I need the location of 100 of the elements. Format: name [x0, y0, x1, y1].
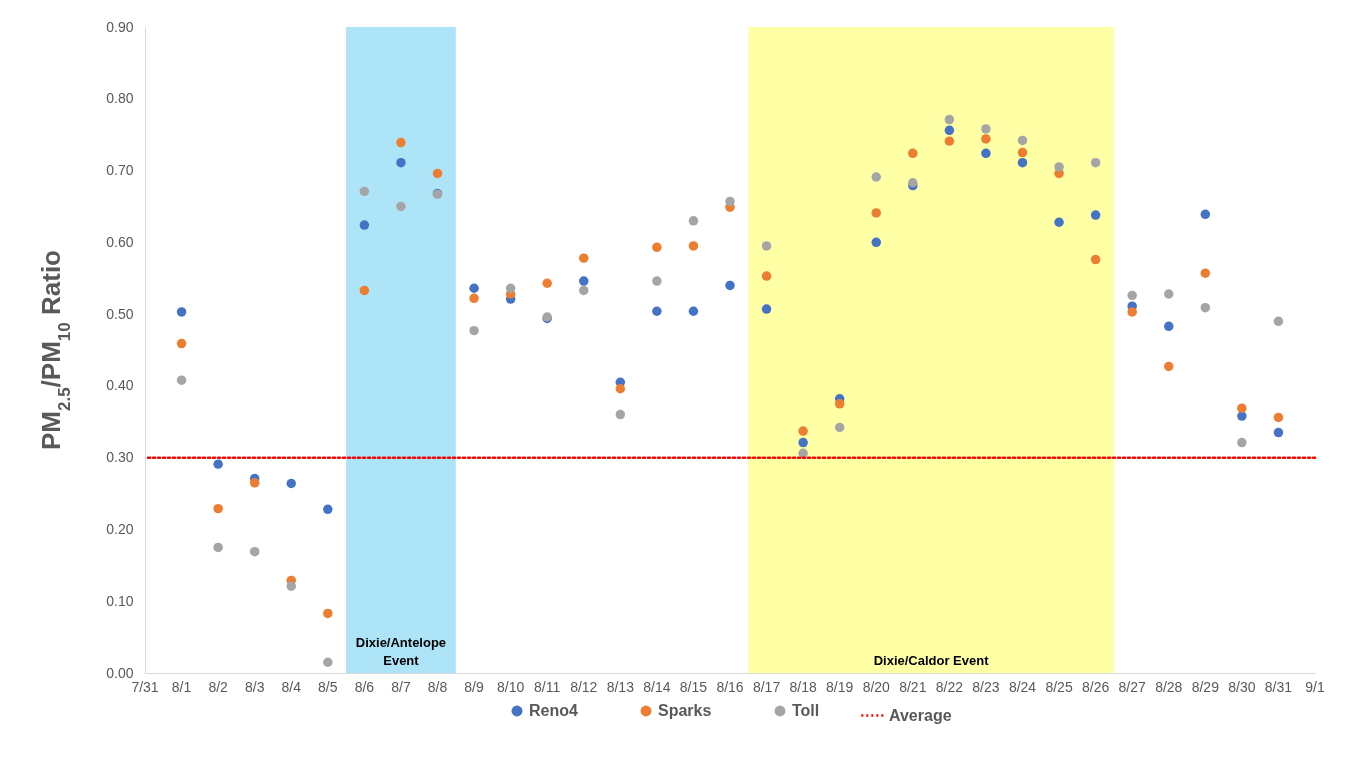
point — [725, 196, 735, 207]
x-tick-label: 8/28 — [1155, 679, 1183, 695]
point — [359, 186, 370, 197]
point — [1090, 157, 1101, 168]
x-tick-label: 8/5 — [318, 679, 338, 695]
point — [871, 172, 881, 182]
point — [396, 137, 406, 148]
point — [1164, 289, 1174, 299]
point — [1237, 437, 1247, 448]
x-tick-label: 8/6 — [354, 679, 375, 695]
x-tick-label: 8/4 — [281, 679, 302, 695]
y-tick-label: 0.10 — [106, 592, 134, 609]
x-tick-label: 8/2 — [208, 679, 229, 695]
point — [871, 237, 881, 248]
point — [176, 338, 187, 349]
x-tick-label: 8/12 — [570, 679, 598, 695]
legend-label: Average — [889, 706, 952, 724]
band-label: Dixie/Antelope Event — [355, 635, 447, 668]
point — [1164, 321, 1174, 332]
point — [798, 448, 808, 459]
x-tick-label: 9/1 — [1305, 679, 1325, 695]
legend-label: Reno4 — [529, 702, 578, 719]
point — [1090, 210, 1101, 220]
point — [1273, 316, 1284, 327]
point — [469, 293, 479, 304]
band-label: Dixie/Caldor Event — [873, 653, 990, 668]
point — [579, 253, 589, 263]
x-tick-label: 8/27 — [1118, 679, 1147, 695]
x-tick-label: 7/31 — [131, 679, 159, 695]
y-tick-label: 0.60 — [106, 233, 134, 250]
point — [908, 148, 918, 159]
point — [432, 168, 443, 179]
point — [688, 306, 699, 316]
x-tick-label: 8/23 — [972, 679, 1000, 695]
point — [286, 581, 296, 591]
point — [725, 280, 735, 291]
point — [1127, 290, 1137, 301]
point — [871, 208, 881, 218]
point — [213, 459, 223, 469]
point — [1017, 157, 1028, 168]
point — [469, 283, 479, 293]
point — [323, 657, 333, 667]
point — [176, 375, 187, 385]
point — [761, 271, 772, 281]
x-tick-label: 8/11 — [534, 679, 561, 695]
point — [1017, 135, 1028, 146]
point — [213, 503, 223, 514]
x-tick-label: 8/17 — [752, 679, 781, 695]
point — [1127, 307, 1137, 317]
point — [1164, 361, 1174, 372]
legend-label: Toll — [792, 702, 820, 719]
point — [1200, 302, 1211, 313]
x-tick-label: 8/22 — [935, 679, 964, 695]
point — [1200, 209, 1211, 220]
y-tick-label: 0.00 — [106, 664, 134, 681]
point — [249, 546, 260, 557]
point — [761, 241, 772, 251]
y-tick-label: 0.40 — [106, 377, 134, 394]
x-tick-label: 8/16 — [716, 679, 744, 695]
point — [176, 307, 187, 317]
point — [944, 125, 955, 136]
point — [981, 134, 991, 144]
y-tick-label: 0.90 — [106, 18, 134, 35]
point — [652, 276, 662, 286]
x-tick-label: 8/3 — [244, 679, 265, 695]
point — [1017, 147, 1028, 158]
point — [798, 426, 808, 436]
x-tick-label: 8/29 — [1191, 679, 1220, 695]
point — [359, 220, 370, 230]
y-tick-label: 0.50 — [106, 305, 134, 322]
y-tick-label: 0.70 — [106, 162, 134, 179]
point — [615, 384, 626, 394]
x-tick-label: 8/26 — [1082, 679, 1110, 695]
point — [798, 437, 808, 448]
x-tick-label: 8/1 — [171, 679, 192, 695]
x-tick-label: 8/9 — [464, 679, 484, 695]
point — [944, 114, 955, 125]
point — [469, 325, 479, 336]
x-tick-label: 8/24 — [1008, 679, 1037, 695]
point — [1237, 403, 1247, 413]
x-tick-label: 8/13 — [606, 679, 635, 695]
point — [834, 422, 845, 433]
point — [1273, 412, 1284, 423]
point — [579, 276, 589, 286]
point — [396, 201, 406, 212]
y-tick-label: 0.80 — [106, 90, 134, 107]
x-tick-label: 8/8 — [427, 679, 448, 695]
y-tick-label: 0.30 — [106, 449, 134, 466]
x-tick-label: 8/19 — [826, 679, 854, 695]
x-tick-label: 8/15 — [679, 679, 708, 695]
point — [981, 124, 991, 134]
point — [249, 478, 260, 488]
x-tick-label: 8/21 — [899, 679, 927, 695]
x-tick-label: 8/10 — [497, 679, 525, 695]
point — [944, 136, 955, 146]
x-tick-label: 8/20 — [862, 679, 891, 695]
x-tick-label: 8/7 — [391, 679, 411, 695]
point — [1273, 427, 1284, 438]
point — [1054, 162, 1064, 172]
point — [652, 242, 662, 253]
